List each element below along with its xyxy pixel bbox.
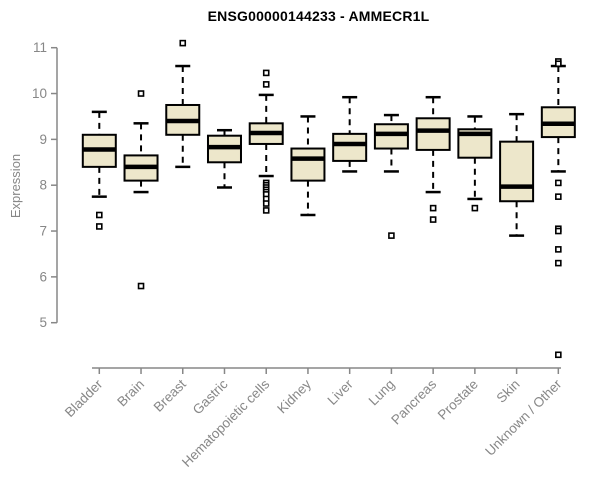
outlier-point xyxy=(137,282,145,290)
boxplot-pancreas xyxy=(415,95,451,223)
y-tick-label: 11 xyxy=(33,40,47,55)
x-category-label: Brain xyxy=(114,377,147,410)
boxplot-unknown-other xyxy=(540,58,576,359)
outlier-point xyxy=(262,81,270,88)
outlier-point xyxy=(137,90,145,97)
x-category-label: Gastric xyxy=(190,376,231,417)
boxplot-bladder xyxy=(81,110,117,230)
boxplot-gastric xyxy=(206,128,242,189)
boxplot-liver xyxy=(332,95,368,173)
x-category-label: Unknown / Other xyxy=(482,376,565,459)
x-category-label: Lung xyxy=(366,377,398,409)
outlier-point xyxy=(471,204,479,212)
outlier-point xyxy=(555,60,562,68)
boxplot-kidney xyxy=(290,115,326,217)
x-category-label: Kidney xyxy=(274,376,314,416)
outlier-point xyxy=(555,351,562,359)
y-tick-label: 9 xyxy=(39,132,47,147)
boxplot-prostate xyxy=(457,115,493,212)
boxplot-hematopoietic-cells xyxy=(248,69,284,214)
outlier-point xyxy=(555,193,562,200)
outlier-point xyxy=(262,69,270,77)
y-axis: 5 6 7 8 9 10 11 xyxy=(32,40,58,330)
outlier-point xyxy=(262,207,270,214)
outlier-point xyxy=(262,200,270,207)
iqr-box xyxy=(415,117,451,151)
outlier-point xyxy=(96,223,103,230)
boxplot-skin xyxy=(499,112,535,237)
y-tick-label: 6 xyxy=(39,269,47,284)
outlier-point xyxy=(179,39,187,47)
iqr-box xyxy=(373,123,409,150)
x-category-label: Pancreas xyxy=(388,376,439,427)
x-category-label: Breast xyxy=(151,376,189,414)
outlier-point xyxy=(555,259,562,267)
iqr-box xyxy=(332,132,368,162)
outlier-point xyxy=(555,227,562,235)
iqr-box xyxy=(290,147,326,182)
y-tick-label: 8 xyxy=(39,178,47,193)
boxplot-breast xyxy=(165,39,201,169)
boxplot-brain xyxy=(123,90,159,290)
iqr-box xyxy=(499,140,535,203)
outlier-point xyxy=(429,204,437,212)
outlier-point xyxy=(429,216,437,223)
y-tick-label: 10 xyxy=(32,86,47,101)
outlier-point xyxy=(555,179,562,187)
outlier-point xyxy=(388,232,395,239)
outlier-point xyxy=(555,246,562,253)
boxplot-lung xyxy=(373,113,409,239)
chart-title: ENSG00000144233 - AMMECR1L xyxy=(207,8,430,24)
x-category-label: Skin xyxy=(494,377,523,406)
x-category-label: Prostate xyxy=(435,377,481,423)
x-category-label: Bladder xyxy=(62,376,106,420)
outlier-point xyxy=(96,211,103,219)
x-category-label: Liver xyxy=(325,376,357,408)
y-tick-label: 7 xyxy=(39,224,47,239)
y-tick-label: 5 xyxy=(39,315,47,330)
